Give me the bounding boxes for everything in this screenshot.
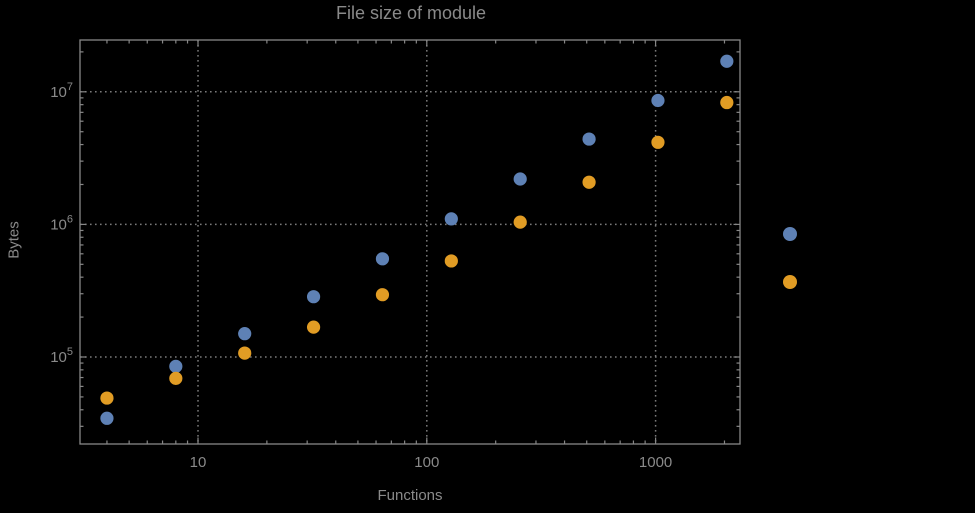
data-point-series-2-orange-x4 (100, 391, 114, 405)
x-axis-label: Functions (377, 487, 443, 504)
data-point-series-2-orange-x8 (169, 371, 183, 385)
x-tick-label: 1000 (639, 454, 672, 471)
data-point-series-1-blue-x2048 (720, 54, 734, 68)
data-point-series-1-blue-x64 (375, 252, 390, 266)
data-point-series-1-blue-x8 (169, 359, 183, 373)
data-point-series-2-orange-x512 (582, 175, 596, 189)
data-point-series-1-blue-x128 (444, 212, 458, 226)
chart-title: File size of module (335, 3, 487, 23)
data-point-series-1-blue-x16 (238, 327, 252, 341)
data-point-series-1-blue-x1024 (651, 93, 665, 108)
plot-frame (79, 39, 741, 445)
data-point-series-1-blue-x4 (100, 411, 114, 425)
data-point-series-2-orange-x2048 (720, 95, 734, 110)
legend-marker-2 (783, 275, 797, 289)
data-point-series-1-blue-x32 (306, 290, 321, 304)
x-tick-label: 100 (414, 454, 439, 471)
legend-marker-1 (783, 227, 797, 241)
data-point-series-2-orange-x128 (444, 254, 458, 268)
data-point-series-1-blue-x512 (582, 132, 596, 146)
y-tick-label: 105 (50, 346, 73, 366)
data-point-series-2-orange-x256 (513, 215, 527, 229)
data-point-series-2-orange-x16 (238, 346, 252, 360)
data-point-series-1-blue-x256 (513, 172, 527, 186)
x-tick-label: 10 (190, 454, 207, 471)
y-axis-label: Bytes (5, 221, 23, 259)
data-point-series-2-orange-x64 (375, 288, 390, 302)
y-tick-label: 106 (50, 213, 73, 233)
y-tick-label: 107 (50, 81, 73, 101)
data-point-series-2-orange-x1024 (651, 135, 665, 149)
data-point-series-2-orange-x32 (306, 320, 321, 334)
